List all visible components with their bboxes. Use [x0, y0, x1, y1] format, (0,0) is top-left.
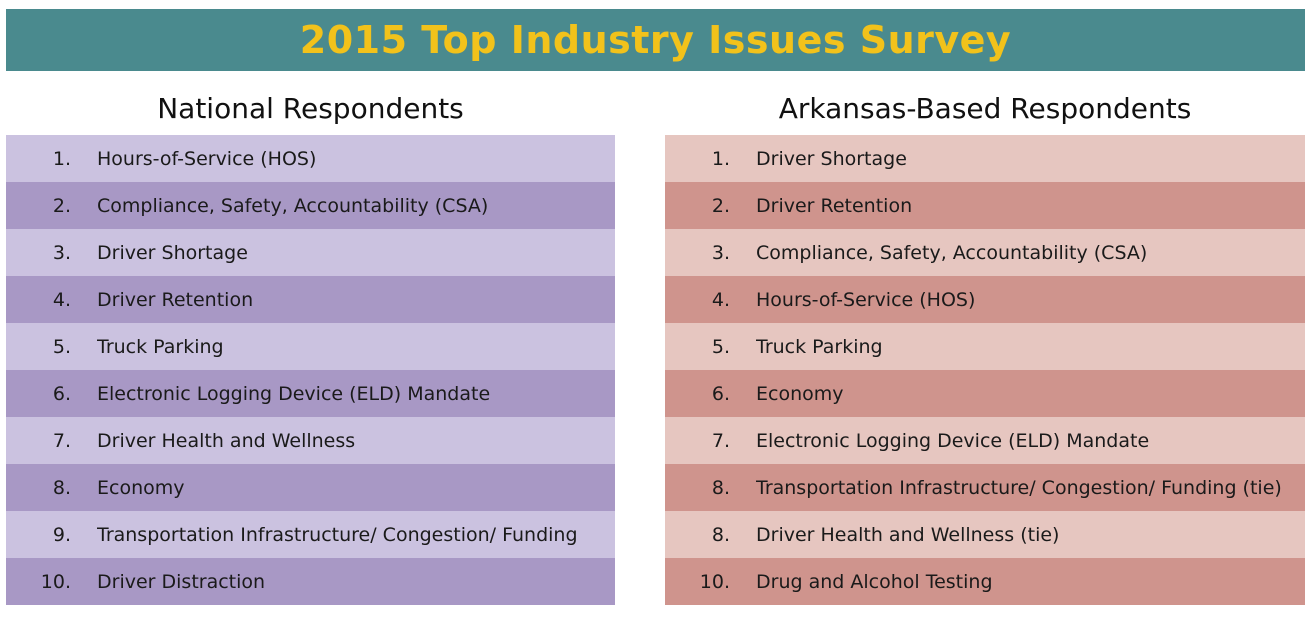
item-label: Driver Distraction	[97, 570, 266, 593]
item-rank: 2.	[52, 194, 71, 217]
item-rank: 7.	[711, 429, 730, 452]
item-rank: 10.	[699, 570, 730, 593]
item-label: Driver Retention	[756, 194, 913, 217]
item-rank: 10.	[40, 570, 71, 593]
item-label: Economy	[97, 476, 185, 499]
item-rank: 5.	[711, 335, 730, 358]
item-label: Driver Health and Wellness (tie)	[756, 523, 1060, 546]
item-rank: 8.	[711, 523, 730, 546]
national-list: 1. Hours-of-Service (HOS) 2. Compliance, S…	[6, 135, 615, 605]
list-item: 7. Electronic Logging Device (ELD) Mandat…	[665, 417, 1305, 464]
list-item: 3. Compliance, Safety, Accountability (CS…	[665, 229, 1305, 276]
list-item: 8. Economy	[6, 464, 615, 511]
list-item: 1. Hours-of-Service (HOS)	[6, 135, 615, 182]
arkansas-heading: Arkansas-Based Respondents	[778, 92, 1192, 125]
item-rank: 8.	[711, 476, 730, 499]
item-label: Drug and Alcohol Testing	[756, 570, 993, 593]
item-label: Hours-of-Service (HOS)	[756, 288, 976, 311]
list-item: 3. Driver Shortage	[6, 229, 615, 276]
item-rank: 6.	[52, 382, 71, 405]
title-banner: 2015 Top Industry Issues Survey	[6, 9, 1305, 71]
arkansas-list: 1. Driver Shortage 2. Driver Retention 3. C…	[665, 135, 1305, 605]
item-label: Driver Retention	[97, 288, 254, 311]
item-rank: 2.	[711, 194, 730, 217]
item-label: Transportation Infrastructure/ Congestio…	[756, 476, 1282, 499]
list-item: 9. Transportation Infrastructure/ Congest…	[6, 511, 615, 558]
list-item: 7. Driver Health and Wellness	[6, 417, 615, 464]
item-label: Hours-of-Service (HOS)	[97, 147, 317, 170]
item-rank: 5.	[52, 335, 71, 358]
list-item: 5. Truck Parking	[665, 323, 1305, 370]
list-item: 2. Compliance, Safety, Accountability (CS…	[6, 182, 615, 229]
list-item: 5. Truck Parking	[6, 323, 615, 370]
item-label: Electronic Logging Device (ELD) Mandate	[97, 382, 491, 405]
list-item: 8. Driver Health and Wellness (tie)	[665, 511, 1305, 558]
item-rank: 1.	[711, 147, 730, 170]
list-item: 6. Electronic Logging Device (ELD) Mandat…	[6, 370, 615, 417]
list-item: 10. Drug and Alcohol Testing	[665, 558, 1305, 605]
item-rank: 9.	[52, 523, 71, 546]
item-label: Driver Shortage	[97, 241, 248, 264]
item-rank: 4.	[711, 288, 730, 311]
national-heading: National Respondents	[157, 92, 464, 125]
item-label: Electronic Logging Device (ELD) Mandate	[756, 429, 1150, 452]
page-title: 2015 Top Industry Issues Survey	[299, 18, 1012, 62]
item-rank: 1.	[52, 147, 71, 170]
item-label: Truck Parking	[756, 335, 883, 358]
item-label: Driver Health and Wellness	[97, 429, 356, 452]
list-item: 6. Economy	[665, 370, 1305, 417]
list-item: 4. Hours-of-Service (HOS)	[665, 276, 1305, 323]
list-item: 2. Driver Retention	[665, 182, 1305, 229]
item-label: Compliance, Safety, Accountability (CSA)	[756, 241, 1148, 264]
item-rank: 7.	[52, 429, 71, 452]
list-item: 4. Driver Retention	[6, 276, 615, 323]
list-item: 1. Driver Shortage	[665, 135, 1305, 182]
item-rank: 8.	[52, 476, 71, 499]
item-label: Truck Parking	[97, 335, 224, 358]
item-rank: 3.	[52, 241, 71, 264]
item-rank: 4.	[52, 288, 71, 311]
item-label: Economy	[756, 382, 844, 405]
item-label: Compliance, Safety, Accountability (CSA)	[97, 194, 489, 217]
list-item: 8. Transportation Infrastructure/ Congest…	[665, 464, 1305, 511]
item-rank: 3.	[711, 241, 730, 264]
item-label: Driver Shortage	[756, 147, 907, 170]
item-label: Transportation Infrastructure/ Congestio…	[97, 523, 578, 546]
list-item: 10. Driver Distraction	[6, 558, 615, 605]
item-rank: 6.	[711, 382, 730, 405]
